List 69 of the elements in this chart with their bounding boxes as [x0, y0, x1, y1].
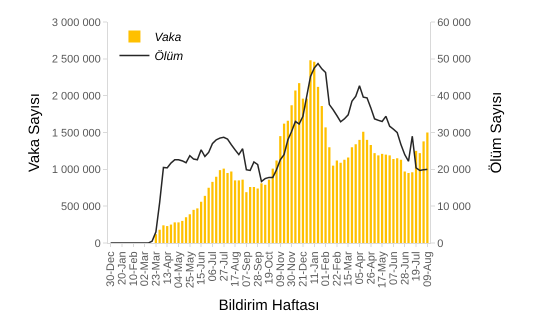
y2-tick-label: 0 [437, 238, 444, 250]
x-axis-title: Bildirim Haftası [218, 297, 320, 314]
x-tick-label: 28-Sep [252, 251, 264, 287]
x-tick-label: 15-Mar [342, 251, 355, 286]
x-tick-label: 30-Nov [286, 250, 298, 287]
bar [249, 187, 252, 243]
y-tick-label: 3 000 000 [52, 16, 101, 29]
x-tick-label: 20-Jan [116, 251, 129, 286]
x-tick-label: 19-Jul [410, 251, 423, 282]
bar [336, 160, 338, 243]
x-tick-label: 10-Feb [128, 251, 140, 286]
bar [340, 162, 342, 243]
y2-tick-label: 60 000 [437, 16, 471, 29]
x-tick-label: 26-Apr [365, 251, 378, 284]
y2-tick-label: 40 000 [437, 90, 471, 103]
legend-label: Vaka [154, 30, 182, 44]
x-tick-label: 09-Aug [422, 251, 434, 287]
bar [181, 220, 184, 243]
bar [238, 180, 240, 243]
x-tick-label: 05-Apr [354, 251, 366, 284]
x-tick-label: 09-Nov [274, 250, 287, 287]
y-tick-label: 1 000 000 [52, 164, 101, 176]
x-tick-label: 30-Dec [105, 250, 118, 287]
y2-axis-title: Ölüm Sayısı [488, 92, 505, 174]
bar [174, 222, 176, 243]
x-tick-label: 25-May [184, 250, 196, 288]
bar [426, 132, 428, 243]
line-series [110, 62, 428, 243]
bar [380, 154, 384, 243]
y2-tick-label: 50 000 [437, 54, 471, 66]
y2-tick-label: 10 000 [437, 201, 471, 214]
x-tick-label: 02-Mar [139, 251, 152, 286]
x-tick-label: 13-Apr [162, 251, 174, 284]
bar [230, 172, 232, 243]
x-tick-label: 19-Oct [264, 251, 276, 284]
x-tick-label: 17-May [376, 250, 389, 288]
x-tick-label: 27-Jul [218, 251, 230, 282]
x-tick-label: 22-Feb [331, 251, 344, 286]
y2-tick-label: 30 000 [437, 127, 471, 140]
bar [313, 62, 316, 243]
bar [158, 230, 161, 243]
x-tick-label: 07-Jun [388, 251, 400, 286]
bar [377, 155, 380, 243]
x-tick-label: 23-Mar [150, 251, 162, 286]
bar [354, 144, 357, 243]
bar [222, 168, 225, 243]
y-tick-label: 0 [94, 238, 101, 250]
bar [362, 132, 364, 243]
x-tick-label: 11-Jan [308, 251, 321, 284]
y-tick-label: 1 500 000 [52, 127, 101, 140]
legend-label: Ölüm [154, 49, 184, 64]
bar [396, 158, 398, 243]
y-axis-title: Vaka Sayısı [26, 93, 44, 172]
bar [166, 226, 168, 243]
x-tick-label: 28-Jun [399, 251, 412, 286]
y-tick-label: 2 500 000 [52, 54, 101, 66]
x-tick-label: 04-May [173, 250, 186, 288]
x-tick-label: 21-Dec [298, 250, 310, 287]
bar [388, 155, 391, 243]
bar [188, 214, 191, 243]
y2-tick-label: 20 000 [437, 164, 471, 176]
x-tick-label: 01-Feb [320, 251, 332, 286]
bar [298, 83, 300, 243]
x-tick-label: 06-Jul [207, 251, 220, 282]
x-tick-label: 07-Sep [240, 251, 253, 287]
y-tick-label: 2 000 000 [52, 90, 101, 103]
y-tick-label: 500 000 [61, 201, 101, 214]
x-tick-label: 15-Jun [196, 251, 208, 286]
x-tick-label: 17-Aug [230, 251, 242, 287]
